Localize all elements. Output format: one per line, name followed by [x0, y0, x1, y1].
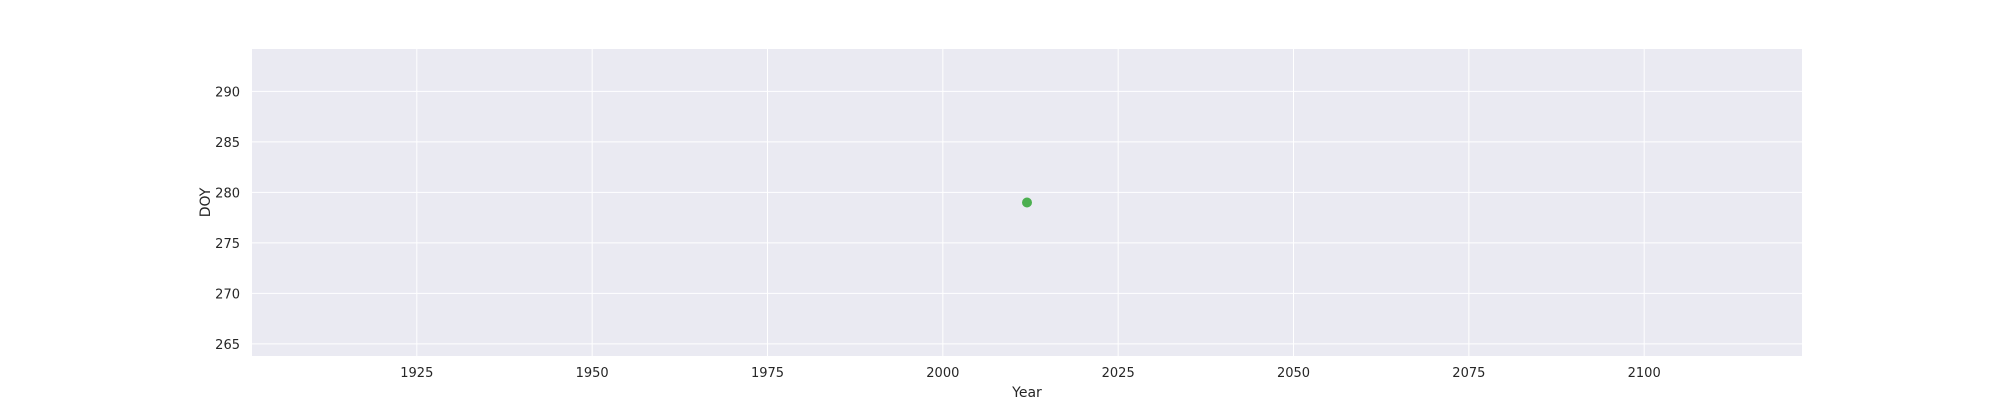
grid-lines: [252, 49, 1802, 356]
x-tick-label: 2050: [1277, 366, 1310, 381]
y-tick-label: 265: [215, 338, 240, 353]
x-axis-ticks: 1925 1950 1975 2000 2025 2050 2075 2100: [400, 366, 1660, 381]
y-tick-label: 270: [215, 287, 240, 302]
data-point: [1022, 197, 1032, 208]
y-tick-label: 285: [215, 136, 240, 151]
x-tick-label: 2100: [1628, 366, 1661, 381]
x-tick-label: 2025: [1102, 366, 1135, 381]
x-tick-label: 1925: [400, 366, 433, 381]
x-tick-label: 2000: [926, 366, 959, 381]
y-axis-label: DOY: [198, 187, 214, 217]
x-tick-label: 1975: [751, 366, 784, 381]
y-tick-label: 275: [215, 237, 240, 252]
y-tick-label: 280: [215, 186, 240, 201]
x-tick-label: 1950: [576, 366, 609, 381]
x-axis-label: Year: [1011, 385, 1042, 400]
x-tick-label: 2075: [1452, 366, 1485, 381]
y-axis-ticks: 265 270 275 280 285 290: [215, 85, 240, 352]
y-tick-label: 290: [215, 85, 240, 100]
data-points: [1022, 197, 1032, 208]
